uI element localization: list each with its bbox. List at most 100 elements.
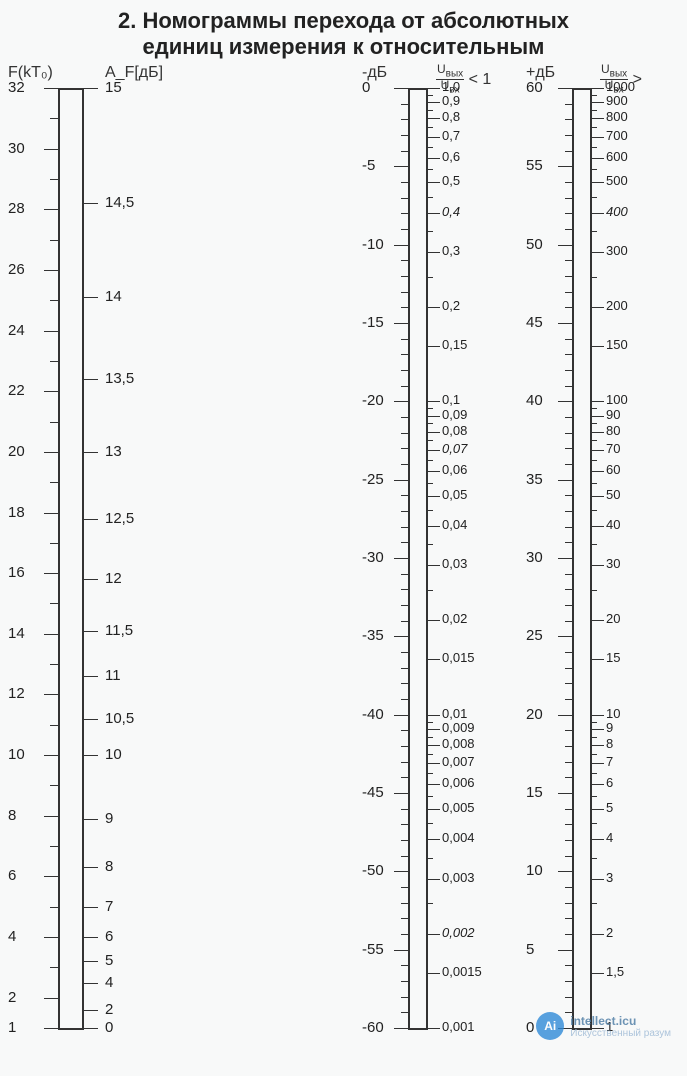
tick — [428, 722, 433, 723]
scale-label: -5 — [362, 157, 375, 174]
tick — [428, 526, 440, 527]
scale-label: 26 — [8, 261, 25, 278]
tick — [84, 1028, 98, 1029]
tick — [565, 934, 572, 935]
tick — [401, 574, 408, 575]
scale-label: 0,8 — [442, 109, 460, 124]
scale-label: 4 — [105, 974, 113, 991]
scale-label: 80 — [606, 423, 620, 438]
tick — [592, 510, 597, 511]
scale-label: 10 — [606, 706, 620, 721]
tick — [401, 151, 408, 152]
tick — [558, 950, 572, 951]
axis-ratio-gt1 — [590, 88, 592, 1028]
axis-neg-db — [408, 88, 410, 1028]
tick — [401, 918, 408, 919]
tick — [84, 907, 98, 908]
tick — [44, 270, 58, 271]
tick — [565, 182, 572, 183]
tick — [50, 846, 58, 847]
tick — [558, 871, 572, 872]
scale-label: 1,0 — [442, 79, 460, 94]
scale-label: 8 — [105, 858, 113, 875]
scale-label: 25 — [526, 627, 543, 644]
scale-label: 0,009 — [442, 720, 475, 735]
tick — [592, 440, 597, 441]
tick — [558, 245, 572, 246]
tick — [565, 464, 572, 465]
tick — [428, 432, 440, 433]
tick — [592, 823, 597, 824]
tick — [401, 354, 408, 355]
tick — [401, 417, 408, 418]
tick — [44, 1028, 58, 1029]
tick — [428, 277, 433, 278]
tick — [565, 589, 572, 590]
scale-label: 0,1 — [442, 392, 460, 407]
tick — [394, 636, 408, 637]
scale-label: -25 — [362, 471, 384, 488]
tick — [428, 197, 433, 198]
tick — [44, 391, 58, 392]
tick — [558, 88, 572, 89]
tick — [401, 511, 408, 512]
title-line-1: 2. Номограммы перехода от абсолютных — [0, 8, 687, 34]
scale-label: 100 — [606, 392, 628, 407]
tick — [44, 452, 58, 453]
tick — [394, 950, 408, 951]
scale-label: -20 — [362, 392, 384, 409]
scale-label: 50 — [526, 236, 543, 253]
tick — [401, 903, 408, 904]
tick — [401, 762, 408, 763]
scale-label: 0,6 — [442, 149, 460, 164]
tick — [565, 339, 572, 340]
tick — [428, 118, 440, 119]
tick — [44, 876, 58, 877]
tick — [428, 823, 433, 824]
tick — [84, 676, 98, 677]
tick — [428, 158, 440, 159]
scale-label: 600 — [606, 149, 628, 164]
tick — [428, 127, 433, 128]
scale-label: 500 — [606, 173, 628, 188]
scale-label: 20 — [8, 443, 25, 460]
scale-label: 0,5 — [442, 173, 460, 188]
tick — [592, 526, 604, 527]
tick — [565, 809, 572, 810]
scale-label: 14,5 — [105, 194, 134, 211]
scale-label: 0,002 — [442, 925, 475, 940]
tick — [401, 370, 408, 371]
tick — [50, 967, 58, 968]
scale-label: -10 — [362, 236, 384, 253]
tick — [592, 471, 604, 472]
tick — [428, 809, 440, 810]
scale-label: 2 — [105, 1001, 113, 1018]
tick — [428, 590, 433, 591]
tick — [50, 240, 58, 241]
scale-label: -55 — [362, 941, 384, 958]
tick — [401, 1012, 408, 1013]
tick — [401, 683, 408, 684]
tick — [50, 664, 58, 665]
tick — [394, 1028, 408, 1029]
tick — [44, 937, 58, 938]
scale-label: 0,2 — [442, 298, 460, 313]
tick — [592, 346, 604, 347]
tick — [401, 448, 408, 449]
scale-label: 10,5 — [105, 710, 134, 727]
tick — [565, 511, 572, 512]
tick — [401, 213, 408, 214]
tick — [565, 887, 572, 888]
tick — [84, 631, 98, 632]
tick — [428, 88, 440, 89]
tick — [44, 513, 58, 514]
tick — [558, 558, 572, 559]
tick — [44, 149, 58, 150]
scale-label: 90 — [606, 407, 620, 422]
scale-label: 0,4 — [442, 204, 460, 219]
tick — [565, 824, 572, 825]
tick — [401, 135, 408, 136]
tick — [428, 450, 440, 451]
scale-label: 1,5 — [606, 964, 624, 979]
scale-label: 11,5 — [105, 622, 133, 639]
